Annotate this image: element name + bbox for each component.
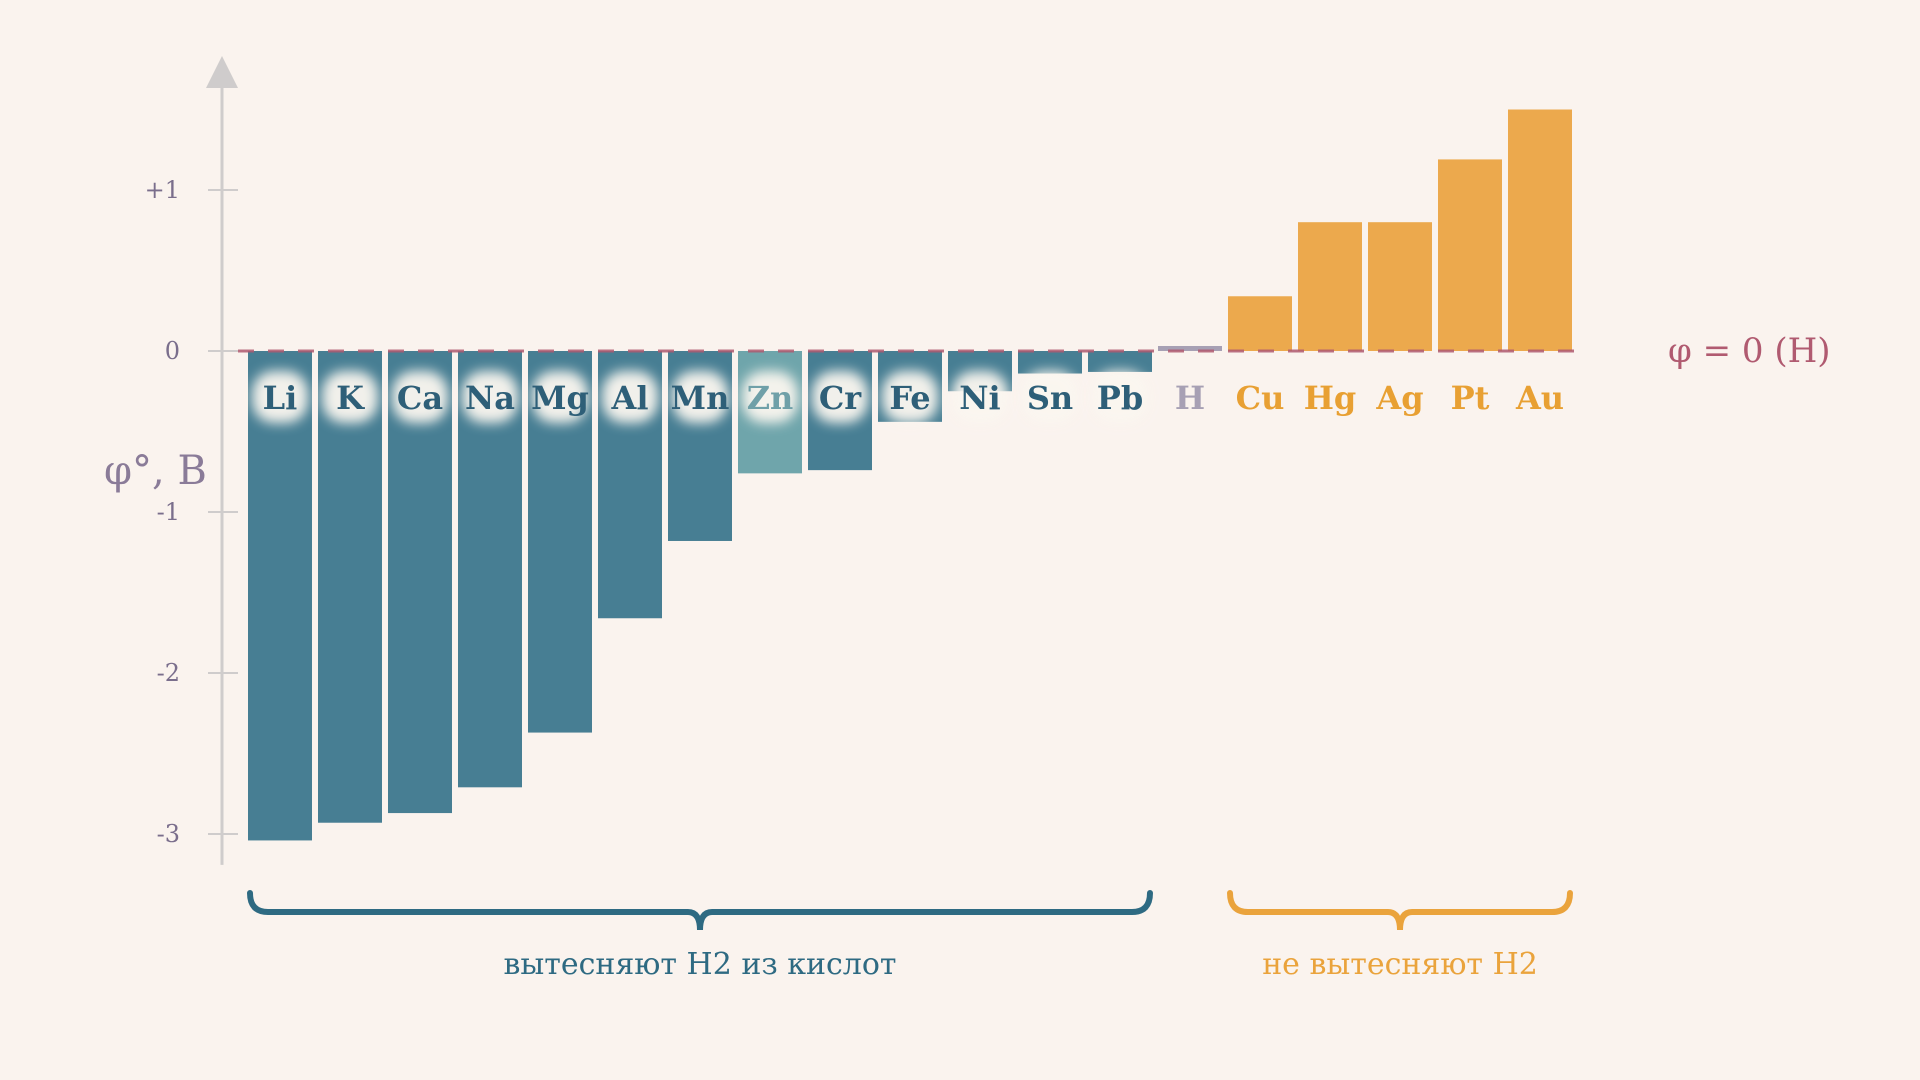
element-label-hg: Hg: [1304, 379, 1357, 417]
bar-au: [1508, 109, 1572, 351]
bar-h: [1158, 346, 1222, 351]
reference-line-label: φ = 0 (H): [1668, 331, 1831, 371]
bar-ca: [388, 351, 452, 814]
bar-ag: [1368, 222, 1432, 351]
bar-na: [458, 351, 522, 788]
element-label-k: K: [336, 379, 365, 417]
y-tick-label: -1: [157, 498, 180, 526]
element-label-al: Al: [611, 379, 649, 417]
element-label-glow: [952, 371, 1008, 423]
bar-sn: [1018, 351, 1082, 374]
element-label-au: Au: [1515, 379, 1564, 417]
element-label-cu: Cu: [1236, 379, 1285, 417]
element-label-mg: Mg: [531, 379, 589, 417]
y-tick-label: 0: [165, 337, 180, 365]
element-label-pb: Pb: [1097, 379, 1143, 417]
bar-pb: [1088, 351, 1152, 372]
y-tick-label: -3: [157, 820, 180, 848]
element-label-sn: Sn: [1027, 379, 1073, 417]
element-label-li: Li: [263, 379, 298, 417]
y-axis-arrow: [206, 56, 238, 88]
bar-cu: [1228, 296, 1292, 351]
group-label: не вытесняют H2: [1262, 947, 1538, 982]
group-label: вытесняют H2 из кислот: [503, 947, 896, 982]
y-tick-label: -2: [157, 659, 180, 687]
element-label-glow: [252, 371, 308, 423]
group-brace: [247, 890, 1153, 931]
element-label-glow: [1092, 371, 1148, 423]
element-label-mn: Mn: [671, 379, 730, 417]
element-label-glow: [532, 371, 588, 423]
element-label-glow: [812, 371, 868, 423]
element-label-h: H: [1175, 379, 1205, 417]
element-label-ca: Ca: [397, 379, 443, 417]
element-label-cr: Cr: [819, 379, 862, 417]
element-label-na: Na: [465, 379, 515, 417]
bar-pt: [1438, 159, 1502, 351]
element-label-glow: [462, 371, 518, 423]
element-label-ag: Ag: [1375, 379, 1423, 417]
group-brace: [1227, 890, 1573, 931]
bar-k: [318, 351, 382, 823]
element-label-fe: Fe: [889, 379, 930, 417]
element-label-glow: [392, 371, 448, 423]
bar-li: [248, 351, 312, 841]
element-label-ni: Ni: [959, 379, 1000, 417]
element-label-glow: [602, 371, 658, 423]
element-label-glow: [1022, 371, 1078, 423]
y-tick-label: +1: [145, 176, 180, 204]
element-label-glow: [672, 371, 728, 423]
y-axis-title: φ°, B: [104, 448, 207, 494]
element-label-pt: Pt: [1451, 379, 1490, 417]
bar-hg: [1298, 222, 1362, 351]
element-label-zn: Zn: [747, 379, 794, 417]
element-label-glow: [882, 371, 938, 423]
element-label-glow: [322, 371, 378, 423]
element-label-glow: [742, 371, 798, 423]
